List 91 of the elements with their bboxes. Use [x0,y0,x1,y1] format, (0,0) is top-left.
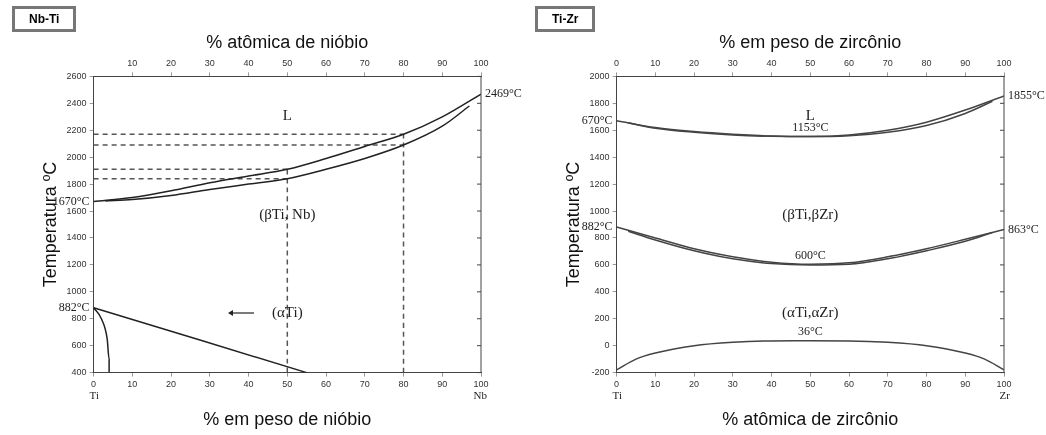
x2-tick-label: 40 [243,58,254,69]
text: Ti [89,389,100,402]
x-tick-label: 60 [844,379,855,390]
annotation: 670°C [581,112,613,127]
x2-axis-title: % atômica de nióbio [206,31,369,52]
annotation: L [282,106,292,123]
annotation: 36°C [797,323,823,338]
y-tick-label: 600 [594,259,610,270]
x2-tick-label: 50 [282,58,293,69]
y-tick-label: 2000 [66,151,87,162]
annotation: 882°C [581,219,613,234]
x2-tick-label: 80 [921,58,932,69]
y-tick-label: 0 [604,340,610,351]
y-tick-label: 400 [594,286,610,297]
x2-tick-label: 10 [127,58,138,69]
annotation: 882°C [58,299,90,314]
y-tick-label: 1600 [589,124,610,135]
y-tick-label: 1200 [589,178,610,189]
text: Ti [612,389,623,402]
x-axis-title: % atômica de zircônio [722,409,899,430]
x2-tick-label: 100 [996,58,1012,69]
chart-title: Ti-Zr [535,6,596,32]
x2-tick-label: 10 [650,58,661,69]
x2-tick-label: 70 [359,58,370,69]
annotation: (βTi,βZr) [782,205,839,223]
x-tick-label: 70 [882,379,893,390]
x-tick-label: 40 [766,379,777,390]
y-tick-label: 1400 [589,151,610,162]
x2-tick-label: 90 [437,58,448,69]
y-axis-title: Temperatura ºC [562,161,583,288]
annotation: 863°C [1008,221,1039,236]
x2-tick-label: 0 [614,58,620,69]
text: Zr [999,389,1011,402]
y-tick-label: 2400 [66,97,87,108]
x2-tick-label: 70 [882,58,893,69]
x-tick-label: 90 [960,379,971,390]
x-tick-label: 50 [805,379,816,390]
x-tick-label: 80 [921,379,932,390]
x2-tick-label: 20 [166,58,177,69]
y-tick-label: 400 [71,367,87,378]
annotation: 600°C [794,248,826,263]
y-tick-label: -200 [591,367,610,378]
x2-tick-label: 90 [960,58,971,69]
x-tick-label: 70 [359,379,370,390]
x2-axis-title: % em peso de zircônio [719,31,902,52]
x-tick-label: 50 [282,379,293,390]
y-tick-label: 1800 [66,178,87,189]
x-tick-label: 40 [243,379,254,390]
x-tick-label: 100 [996,379,1012,390]
x-tick-label: 30 [727,379,738,390]
x2-tick-label: 60 [844,58,855,69]
chart-title: Nb-Ti [12,6,77,32]
x-tick-label: 0 [614,379,620,390]
x-tick-label: 90 [437,379,448,390]
x-tick-label: 100 [473,379,489,390]
x-tick-label: 20 [166,379,177,390]
x2-tick-label: 60 [321,58,332,69]
x-tick-label: 10 [650,379,661,390]
x-tick-label: 60 [321,379,332,390]
x-tick-label: 30 [204,379,215,390]
y-tick-label: 800 [594,232,610,243]
x2-tick-label: 100 [473,58,489,69]
x2-tick-label: 30 [727,58,738,69]
x2-tick-label: 20 [689,58,700,69]
y-tick-label: 1000 [589,205,610,216]
x2-tick-label: 40 [766,58,777,69]
x2-tick-label: 50 [805,58,816,69]
x-tick-label: 0 [91,379,97,390]
x2-tick-label: 80 [398,58,409,69]
y-tick-label: 1600 [66,205,87,216]
y-tick-label: 2600 [66,70,87,81]
x-axis-title: % em peso de nióbio [203,409,372,430]
annotation: (αTi,αZr) [782,304,839,322]
y-tick-label: 1800 [589,97,610,108]
y-tick-label: 1400 [66,232,87,243]
annotation: (βTi, Nb) [259,205,316,223]
y-tick-label: 1000 [66,286,87,297]
x-tick-label: 20 [689,379,700,390]
y-tick-label: 600 [71,340,87,351]
x2-tick-label: 30 [204,58,215,69]
annotation: (αTi) [271,304,303,322]
text: Nb [473,389,488,402]
annotation: 2469°C [485,86,522,101]
x-tick-label: 10 [127,379,138,390]
x-tick-label: 80 [398,379,409,390]
y-tick-label: 800 [71,313,87,324]
y-tick-label: 2000 [589,70,610,81]
y-tick-label: 1200 [66,259,87,270]
y-tick-label: 200 [594,313,610,324]
annotation: 1855°C [1008,88,1045,103]
y-tick-label: 2200 [66,124,87,135]
